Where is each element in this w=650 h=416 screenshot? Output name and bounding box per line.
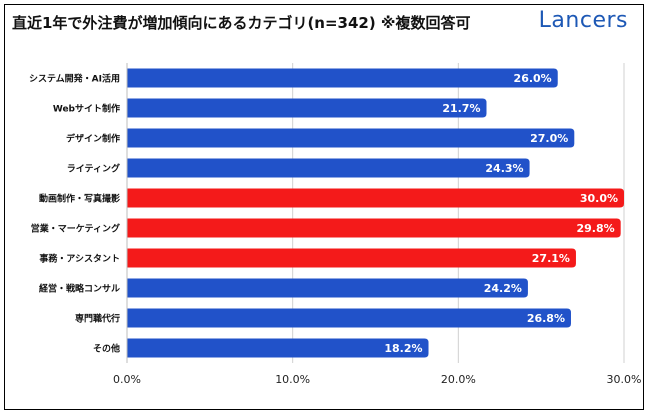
category-label: システム開発・AI活用 bbox=[29, 73, 120, 85]
bar bbox=[127, 218, 621, 238]
x-tick-label: 30.0% bbox=[607, 373, 642, 386]
bar bbox=[127, 68, 558, 88]
data-label: 26.8% bbox=[527, 312, 565, 325]
data-label: 27.0% bbox=[530, 132, 568, 145]
data-label: 26.0% bbox=[514, 72, 552, 85]
bar bbox=[127, 338, 429, 358]
x-tick-label: 0.0% bbox=[113, 373, 141, 386]
data-label: 21.7% bbox=[442, 102, 480, 115]
bar bbox=[127, 248, 576, 268]
data-label: 24.3% bbox=[485, 162, 523, 175]
bar bbox=[127, 278, 528, 298]
bar bbox=[127, 158, 530, 178]
category-label: 営業・マーケティング bbox=[31, 223, 120, 235]
data-label: 30.0% bbox=[580, 192, 618, 205]
bar bbox=[127, 128, 575, 148]
data-label: 29.8% bbox=[577, 222, 615, 235]
category-label: Webサイト制作 bbox=[53, 103, 120, 115]
bar bbox=[127, 308, 571, 328]
data-label: 24.2% bbox=[484, 282, 522, 295]
category-label: ライティング bbox=[67, 163, 120, 175]
data-label: 18.2% bbox=[384, 342, 422, 355]
category-label: 経営・戦略コンサル bbox=[39, 283, 120, 295]
category-label: 事務・アシスタント bbox=[39, 253, 120, 265]
category-label: 動画制作・写真撮影 bbox=[39, 193, 120, 205]
category-label: その他 bbox=[93, 343, 120, 355]
category-label: デザイン制作 bbox=[66, 133, 120, 145]
lancers-logo: Lancers bbox=[538, 8, 628, 33]
x-tick-label: 20.0% bbox=[441, 373, 476, 386]
x-tick-label: 10.0% bbox=[275, 373, 310, 386]
category-label: 専門職代行 bbox=[75, 313, 120, 325]
chart-title: 直近1年で外注費が増加傾向にあるカテゴリ(n=342) ※複数回答可 bbox=[12, 14, 471, 32]
bar bbox=[127, 98, 487, 118]
data-label: 27.1% bbox=[532, 252, 570, 265]
bar bbox=[127, 188, 624, 208]
